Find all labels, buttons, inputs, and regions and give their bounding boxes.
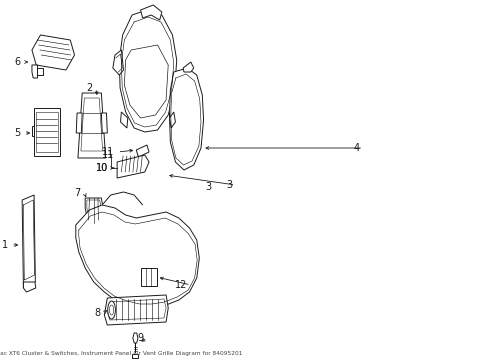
Text: 3: 3 xyxy=(206,182,212,192)
Polygon shape xyxy=(183,62,194,72)
Polygon shape xyxy=(113,50,123,75)
Text: 12: 12 xyxy=(175,280,187,290)
Text: 11: 11 xyxy=(102,147,114,157)
Text: 11: 11 xyxy=(102,150,114,160)
Polygon shape xyxy=(141,268,157,286)
Polygon shape xyxy=(76,113,82,133)
Polygon shape xyxy=(170,68,203,170)
Polygon shape xyxy=(119,10,177,132)
Text: 3: 3 xyxy=(226,180,232,190)
Text: 9: 9 xyxy=(138,333,144,343)
Polygon shape xyxy=(132,354,138,358)
Polygon shape xyxy=(32,65,37,78)
Text: 10: 10 xyxy=(96,163,108,173)
Text: 5: 5 xyxy=(14,128,21,138)
Polygon shape xyxy=(133,333,138,343)
Text: 10: 10 xyxy=(96,163,108,173)
Polygon shape xyxy=(22,195,35,288)
Polygon shape xyxy=(37,68,43,75)
Polygon shape xyxy=(108,299,166,320)
Polygon shape xyxy=(78,93,106,158)
Text: 2: 2 xyxy=(87,83,93,93)
Polygon shape xyxy=(124,45,168,118)
Polygon shape xyxy=(76,205,199,308)
Circle shape xyxy=(108,301,116,319)
Polygon shape xyxy=(87,200,101,220)
Text: 6: 6 xyxy=(14,57,21,67)
Polygon shape xyxy=(117,155,149,178)
Text: 7: 7 xyxy=(74,188,81,198)
Polygon shape xyxy=(141,5,162,20)
Polygon shape xyxy=(104,295,168,325)
Text: 8: 8 xyxy=(94,308,100,318)
Polygon shape xyxy=(85,198,103,223)
Circle shape xyxy=(109,305,114,315)
Text: 4: 4 xyxy=(354,143,360,153)
Text: 1: 1 xyxy=(1,240,8,250)
Polygon shape xyxy=(36,112,58,152)
Polygon shape xyxy=(34,108,60,156)
Polygon shape xyxy=(136,145,149,157)
Text: 2021 Cadillac XT6 Cluster & Switches, Instrument Panel Air Vent Grille Diagram f: 2021 Cadillac XT6 Cluster & Switches, In… xyxy=(0,351,242,356)
Polygon shape xyxy=(101,113,107,133)
Polygon shape xyxy=(170,112,175,128)
Polygon shape xyxy=(32,35,74,70)
Polygon shape xyxy=(31,126,34,136)
Polygon shape xyxy=(102,192,143,205)
Polygon shape xyxy=(81,98,102,151)
Polygon shape xyxy=(24,282,36,292)
Polygon shape xyxy=(121,112,128,128)
